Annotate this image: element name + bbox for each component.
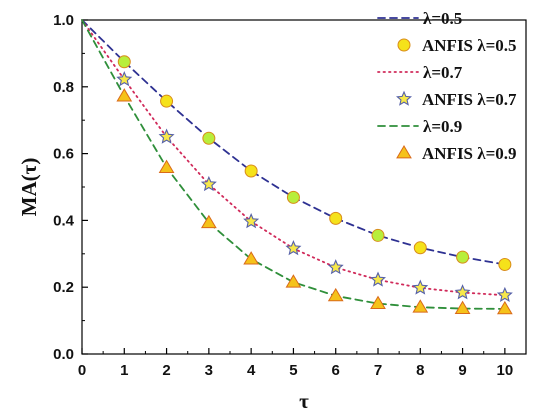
y-tick-label: 0.6	[53, 146, 74, 163]
data-point	[496, 300, 513, 315]
data-point	[412, 279, 429, 295]
data-point	[327, 287, 344, 302]
y-tick-label: 0.0	[53, 346, 74, 363]
y-tick-label: 0.2	[53, 279, 74, 296]
data-point	[117, 55, 131, 69]
series-5	[116, 88, 513, 315]
data-point	[116, 71, 133, 87]
legend: λ=0.5 ANFIS λ=0.5 λ=0.7 ANFIS λ=0.7 λ=0.9 ANF…	[377, 9, 517, 163]
legend-item: ANFIS λ=0.5	[397, 36, 517, 55]
x-tick-label: 5	[289, 362, 297, 379]
data-point	[371, 228, 385, 242]
x-tick-label: 10	[497, 362, 514, 379]
legend-label: ANFIS λ=0.9	[422, 144, 517, 163]
x-tick-label: 1	[120, 362, 128, 379]
legend-label: ANFIS λ=0.7	[422, 90, 517, 109]
legend-label: λ=0.7	[423, 63, 463, 82]
legend-label: λ=0.5	[423, 9, 462, 28]
y-tick-label: 1.0	[53, 12, 74, 29]
x-tick-label: 3	[205, 362, 213, 379]
legend-marker	[396, 90, 412, 106]
legend-marker	[396, 145, 412, 159]
x-tick-label: 6	[332, 362, 340, 379]
legend-marker	[397, 38, 411, 52]
data-point	[243, 251, 260, 265]
data-point	[285, 274, 302, 288]
data-point	[370, 271, 386, 287]
data-point	[412, 299, 429, 313]
series-line	[81, 19, 506, 266]
data-point	[160, 94, 174, 108]
data-point	[456, 250, 470, 264]
x-tick-label: 0	[78, 362, 86, 379]
data-point	[286, 190, 300, 204]
data-point	[454, 300, 471, 314]
data-point	[496, 286, 513, 303]
y-tick-label: 0.4	[53, 212, 75, 229]
data-point	[370, 295, 386, 309]
data-point	[200, 175, 217, 192]
x-tick-label: 7	[374, 362, 382, 379]
x-tick-label: 8	[416, 362, 424, 379]
x-tick-label: 2	[162, 362, 170, 379]
data-point	[244, 164, 258, 178]
legend-label: ANFIS λ=0.5	[422, 36, 517, 55]
legend-label: λ=0.9	[423, 117, 462, 136]
series-3	[116, 71, 513, 303]
legend-item: ANFIS λ=0.7	[396, 90, 517, 109]
data-point	[329, 211, 343, 225]
data-point	[202, 131, 216, 145]
data-point	[158, 128, 175, 144]
legend-item: λ=0.9	[377, 117, 462, 136]
legend-item: λ=0.7	[377, 63, 463, 82]
data-point	[200, 214, 217, 229]
series-layer	[81, 19, 513, 315]
data-point	[158, 159, 175, 174]
series-1	[117, 55, 512, 271]
x-tick-label: 4	[247, 362, 256, 379]
data-point	[116, 88, 133, 102]
data-point	[327, 259, 344, 275]
data-point	[285, 240, 302, 256]
y-axis-title: MA(τ)	[17, 158, 41, 217]
axes: 0 1 2 3 4 5 6 7 8 9 10 0.0 0.2 0.4 0.6 0.8 1.0	[53, 12, 513, 379]
series-0	[81, 19, 506, 266]
x-axis-title: τ	[299, 389, 309, 413]
legend-item: λ=0.5	[377, 9, 462, 28]
data-point	[243, 212, 260, 229]
y-tick-label: 0.8	[53, 79, 74, 96]
x-tick-label: 9	[458, 362, 466, 379]
legend-item: ANFIS λ=0.9	[396, 144, 517, 163]
data-point	[454, 284, 471, 300]
data-point	[498, 257, 512, 271]
data-point	[413, 241, 427, 255]
